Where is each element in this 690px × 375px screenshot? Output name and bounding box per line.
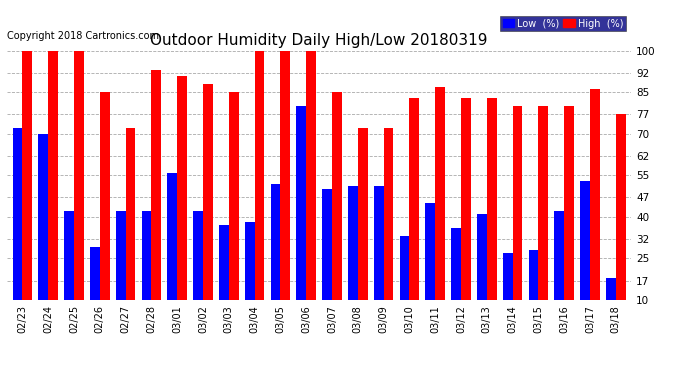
Bar xyxy=(193,211,203,300)
Bar xyxy=(64,211,74,300)
Title: Outdoor Humidity Daily High/Low 20180319: Outdoor Humidity Daily High/Low 20180319 xyxy=(150,33,488,48)
Bar xyxy=(555,211,564,300)
Bar xyxy=(409,98,420,300)
Bar xyxy=(141,211,151,300)
Bar xyxy=(461,98,471,300)
Bar xyxy=(529,250,538,300)
Bar xyxy=(100,92,110,300)
Bar xyxy=(151,70,161,300)
Bar xyxy=(580,181,590,300)
Bar xyxy=(74,51,83,300)
Bar xyxy=(90,248,100,300)
Bar xyxy=(374,186,384,300)
Bar xyxy=(255,51,264,300)
Bar xyxy=(22,51,32,300)
Bar xyxy=(606,278,616,300)
Bar xyxy=(348,186,358,300)
Bar xyxy=(538,106,549,300)
Bar xyxy=(322,189,332,300)
Bar xyxy=(426,203,435,300)
Bar xyxy=(306,51,316,300)
Bar xyxy=(435,87,445,300)
Bar xyxy=(168,172,177,300)
Bar xyxy=(280,51,290,300)
Bar xyxy=(116,211,126,300)
Bar xyxy=(616,114,626,300)
Bar xyxy=(358,128,368,300)
Bar xyxy=(245,222,255,300)
Bar xyxy=(477,214,487,300)
Bar xyxy=(219,225,229,300)
Bar xyxy=(400,236,409,300)
Text: Copyright 2018 Cartronics.com: Copyright 2018 Cartronics.com xyxy=(7,31,159,40)
Bar xyxy=(177,76,187,300)
Bar xyxy=(503,253,513,300)
Bar xyxy=(513,106,522,300)
Bar xyxy=(564,106,574,300)
Bar xyxy=(590,89,600,300)
Bar xyxy=(229,92,239,300)
Bar xyxy=(203,84,213,300)
Bar xyxy=(384,128,393,300)
Legend: Low  (%), High  (%): Low (%), High (%) xyxy=(500,16,627,32)
Bar xyxy=(48,51,58,300)
Bar xyxy=(297,106,306,300)
Bar xyxy=(12,128,22,300)
Bar xyxy=(332,92,342,300)
Bar xyxy=(126,128,135,300)
Bar xyxy=(39,134,48,300)
Bar xyxy=(487,98,497,300)
Bar xyxy=(451,228,461,300)
Bar xyxy=(270,184,280,300)
